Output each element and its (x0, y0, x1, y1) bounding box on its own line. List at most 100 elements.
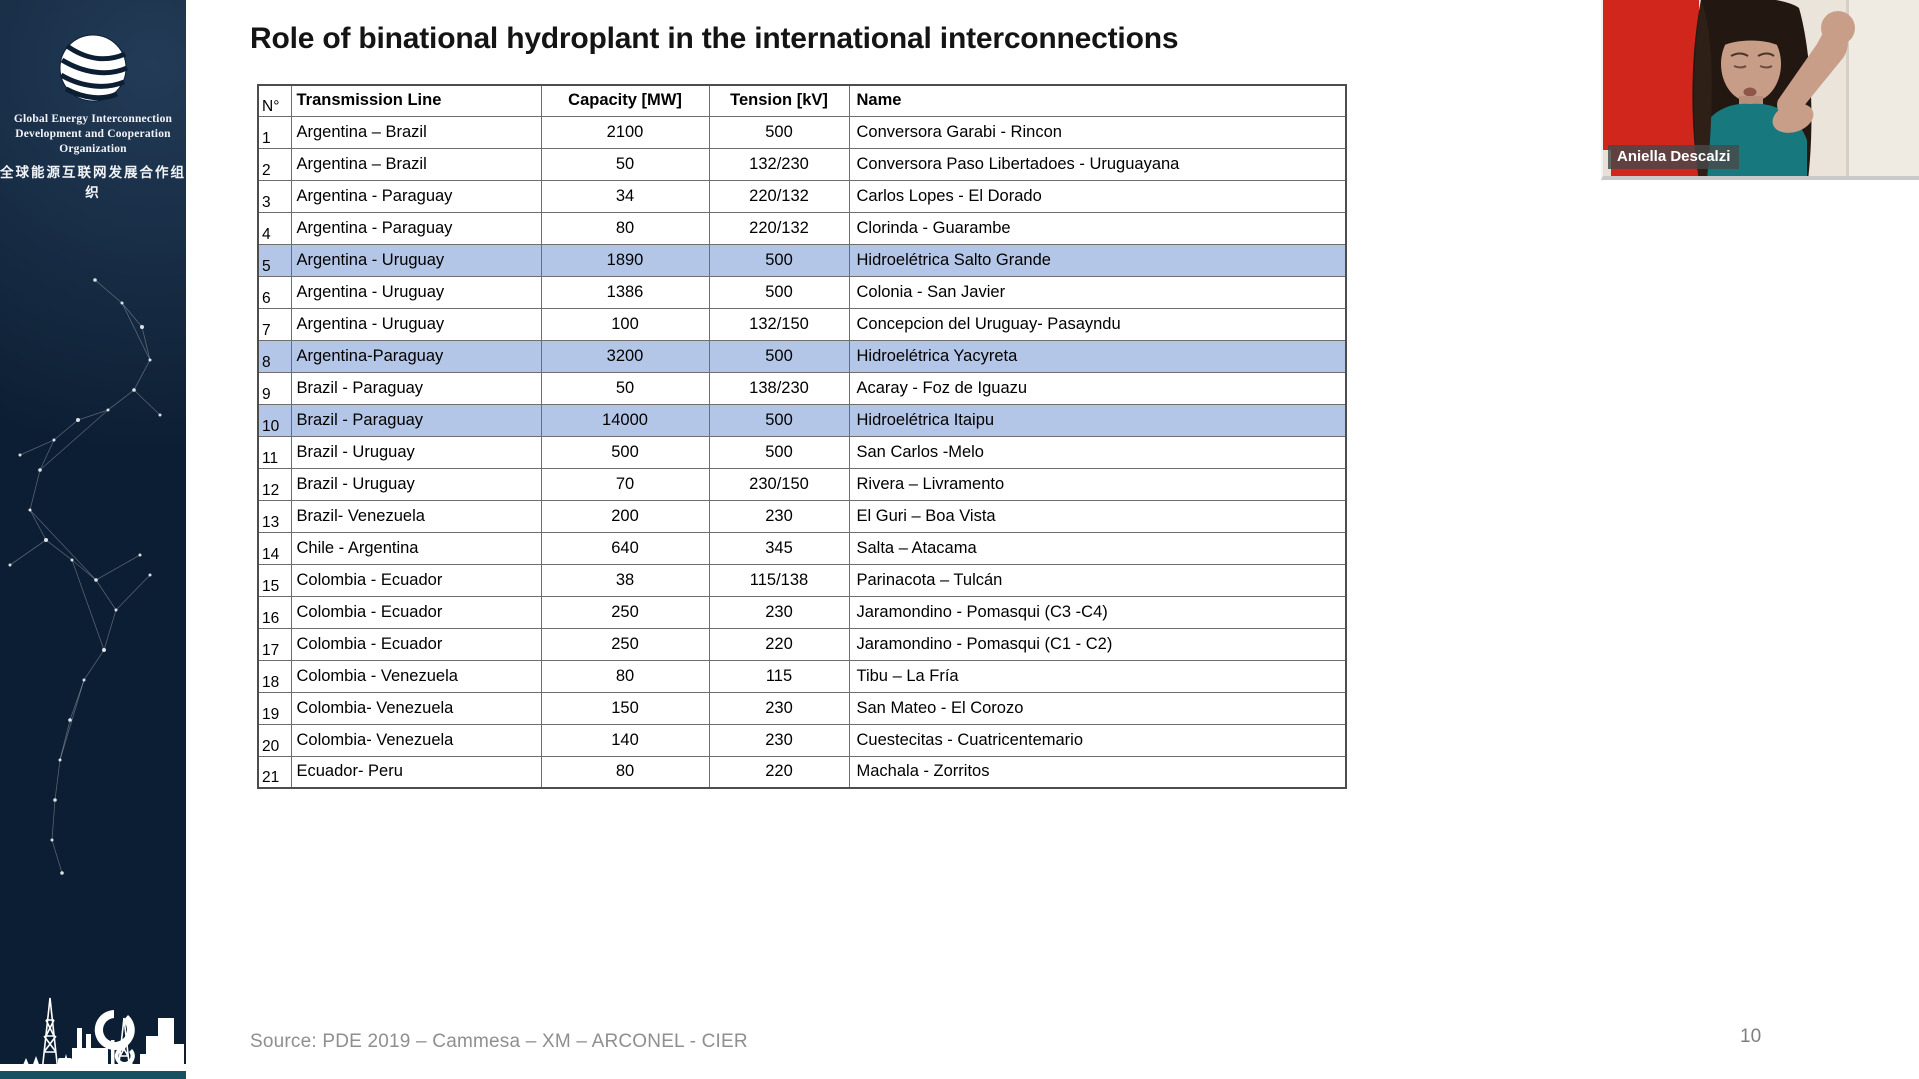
tension-cell: 230/150 (708, 467, 850, 501)
org-logo-block: Global Energy Interconnection Developmen… (0, 32, 186, 201)
row-number-cell: 10 (257, 403, 292, 437)
tension-cell: 132/150 (708, 307, 850, 341)
row-number-cell: 9 (257, 371, 292, 405)
capacity-cell: 640 (540, 531, 710, 565)
capacity-cell: 14000 (540, 403, 710, 437)
tension-cell: 500 (708, 243, 850, 277)
transmission-line-cell: Colombia - Ecuador (290, 563, 542, 597)
transmission-line-cell: Brazil- Venezuela (290, 499, 542, 533)
name-cell: Rivera – Livramento (848, 467, 1347, 501)
transmission-line-cell: Brazil - Uruguay (290, 467, 542, 501)
capacity-cell: 38 (540, 563, 710, 597)
tension-cell: 220/132 (708, 179, 850, 213)
capacity-cell: 1890 (540, 243, 710, 277)
transmission-line-cell: Argentina – Brazil (290, 147, 542, 181)
row-number-cell: 17 (257, 627, 292, 661)
table-row: 19 Colombia- Venezuela 150 230 San Mateo - E… (257, 691, 1347, 725)
header-number: N° (257, 84, 292, 117)
tension-cell: 220/132 (708, 211, 850, 245)
table-row: 16 Colombia - Ecuador 250 230 Jaramondino - … (257, 595, 1347, 629)
name-cell: Acaray - Foz de Iguazu (848, 371, 1347, 405)
city-skyline-decoration (0, 997, 186, 1072)
capacity-cell: 500 (540, 435, 710, 469)
org-name-chinese: 全球能源互联网发展合作组织 (0, 164, 186, 200)
tension-cell: 220 (708, 627, 850, 661)
tension-cell: 230 (708, 723, 850, 757)
transmission-line-cell: Colombia- Venezuela (290, 691, 542, 725)
name-cell: Conversora Paso Libertadoes - Uruguayana (848, 147, 1347, 181)
table-row: 8 Argentina-Paraguay 3200 500 Hidroelétrica … (257, 339, 1347, 373)
capacity-cell: 2100 (540, 115, 710, 149)
transmission-line-cell: Argentina - Paraguay (290, 179, 542, 213)
row-number-cell: 18 (257, 659, 292, 693)
webcam-video-tile[interactable]: Aniella Descalzi (1601, 0, 1919, 180)
transmission-line-cell: Colombia - Venezuela (290, 659, 542, 693)
transmission-line-cell: Brazil - Paraguay (290, 371, 542, 405)
transmission-line-cell: Brazil - Paraguay (290, 403, 542, 437)
table-row: 15 Colombia - Ecuador 38 115/138 Parinacota … (257, 563, 1347, 597)
capacity-cell: 250 (540, 627, 710, 661)
table-row: 20 Colombia- Venezuela 140 230 Cuestecitas -… (257, 723, 1347, 757)
row-number-cell: 1 (257, 115, 292, 149)
table-row: 18 Colombia - Venezuela 80 115 Tibu – La Frí… (257, 659, 1347, 693)
tension-cell: 345 (708, 531, 850, 565)
row-number-cell: 3 (257, 179, 292, 213)
name-cell: Jaramondino - Pomasqui (C3 -C4) (848, 595, 1347, 629)
transmission-line-cell: Argentina-Paraguay (290, 339, 542, 373)
row-number-cell: 21 (257, 755, 292, 789)
name-cell: Tibu – La Fría (848, 659, 1347, 693)
tension-cell: 115 (708, 659, 850, 693)
capacity-cell: 70 (540, 467, 710, 501)
row-number-cell: 14 (257, 531, 292, 565)
name-cell: Hidroelétrica Salto Grande (848, 243, 1347, 277)
striped-globe-icon (59, 34, 129, 102)
table-row: 4 Argentina - Paraguay 80 220/132 Clorinda -… (257, 211, 1347, 245)
row-number-cell: 16 (257, 595, 292, 629)
row-number-cell: 7 (257, 307, 292, 341)
row-number-cell: 11 (257, 435, 292, 469)
interconnections-table: N° Transmission Line Capacity [MW] Tensi… (257, 84, 1347, 789)
transmission-line-cell: Argentina - Uruguay (290, 275, 542, 309)
table-row: 21 Ecuador- Peru 80 220 Machala - Zorritos (257, 755, 1347, 789)
tension-cell: 220 (708, 755, 850, 789)
capacity-cell: 50 (540, 147, 710, 181)
transmission-line-cell: Argentina - Uruguay (290, 307, 542, 341)
name-cell: San Mateo - El Corozo (848, 691, 1347, 725)
tension-cell: 500 (708, 275, 850, 309)
org-name-english: Global Energy Interconnection Developmen… (13, 113, 173, 155)
tension-cell: 500 (708, 403, 850, 437)
transmission-line-cell: Chile - Argentina (290, 531, 542, 565)
capacity-cell: 34 (540, 179, 710, 213)
table-row: 13 Brazil- Venezuela 200 230 El Guri – Boa V… (257, 499, 1347, 533)
tension-cell: 500 (708, 339, 850, 373)
table-row: 1 Argentina – Brazil 2100 500 Conversora Gar… (257, 115, 1347, 149)
table-row: 11 Brazil - Uruguay 500 500 San Carlos -Melo (257, 435, 1347, 469)
capacity-cell: 3200 (540, 339, 710, 373)
table-header-row: N° Transmission Line Capacity [MW] Tensi… (257, 84, 1347, 117)
name-cell: Parinacota – Tulcán (848, 563, 1347, 597)
name-cell: Machala - Zorritos (848, 755, 1347, 789)
name-cell: Concepcion del Uruguay- Pasayndu (848, 307, 1347, 341)
tension-cell: 132/230 (708, 147, 850, 181)
tension-cell: 115/138 (708, 563, 850, 597)
row-number-cell: 6 (257, 275, 292, 309)
capacity-cell: 200 (540, 499, 710, 533)
capacity-cell: 140 (540, 723, 710, 757)
name-cell: Conversora Garabi - Rincon (848, 115, 1347, 149)
table-row: 2 Argentina – Brazil 50 132/230 Conversora P… (257, 147, 1347, 181)
row-number-cell: 19 (257, 691, 292, 725)
capacity-cell: 150 (540, 691, 710, 725)
row-number-cell: 4 (257, 211, 292, 245)
webcam-video-frame (1603, 0, 1919, 176)
name-cell: Colonia - San Javier (848, 275, 1347, 309)
table-row: 17 Colombia - Ecuador 250 220 Jaramondino - … (257, 627, 1347, 661)
tension-cell: 230 (708, 691, 850, 725)
name-cell: Clorinda - Guarambe (848, 211, 1347, 245)
name-cell: Hidroelétrica Yacyreta (848, 339, 1347, 373)
name-cell: San Carlos -Melo (848, 435, 1347, 469)
capacity-cell: 80 (540, 659, 710, 693)
capacity-cell: 250 (540, 595, 710, 629)
header-name: Name (848, 84, 1347, 117)
capacity-cell: 80 (540, 755, 710, 789)
capacity-cell: 1386 (540, 275, 710, 309)
